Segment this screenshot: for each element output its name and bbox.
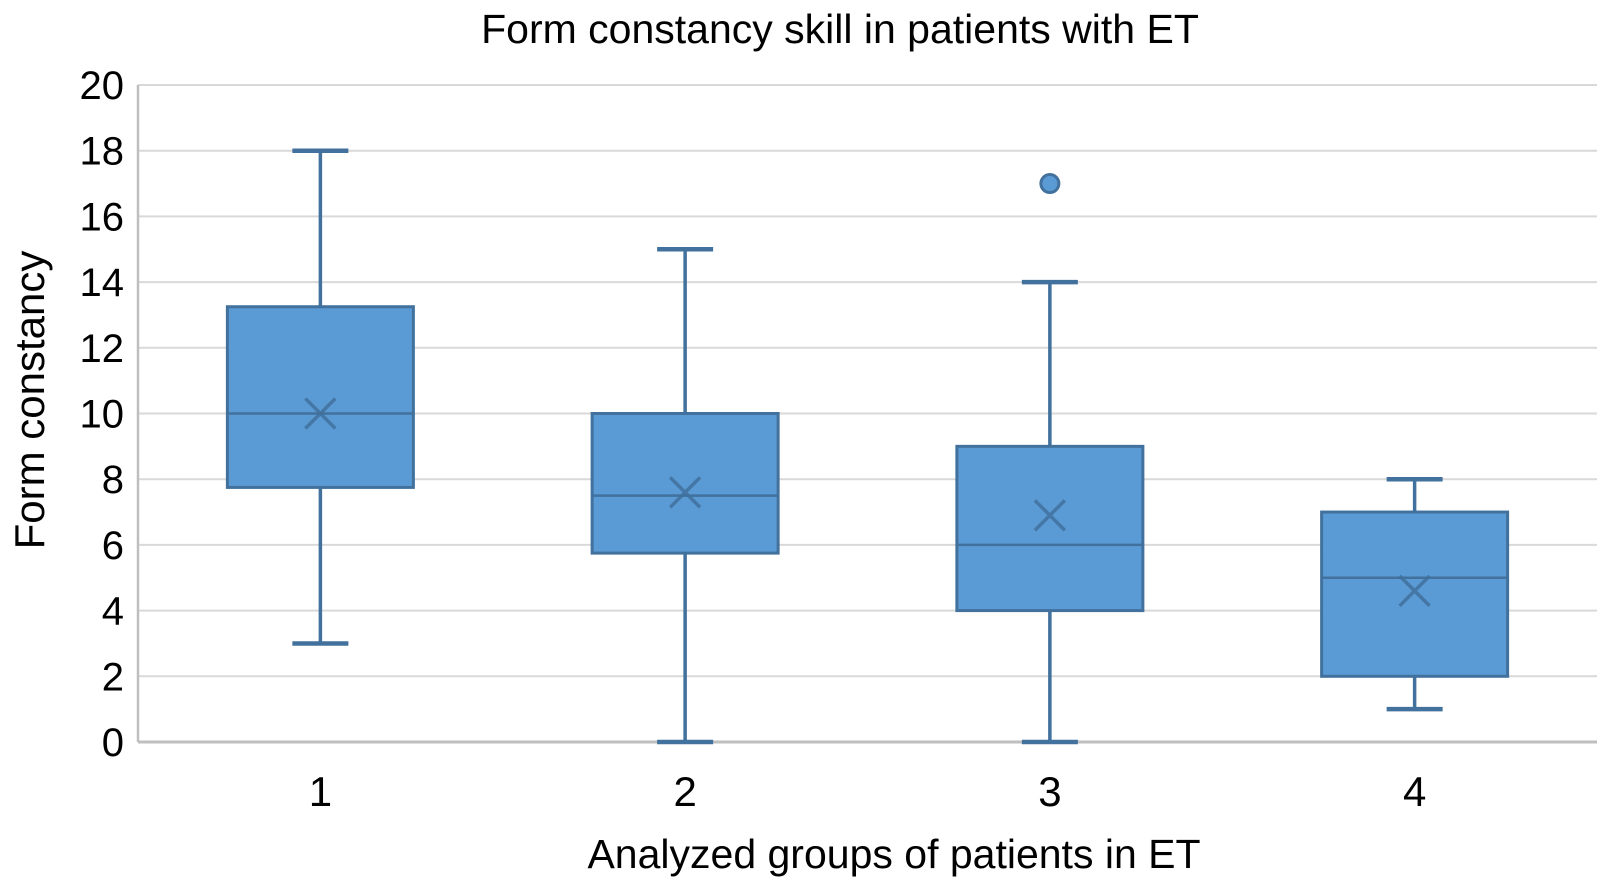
iqr-box bbox=[225, 305, 415, 489]
mean-marker bbox=[668, 476, 702, 509]
y-tick-label: 14 bbox=[80, 261, 125, 305]
axes-layer bbox=[136, 85, 1597, 744]
box-series-layer bbox=[225, 148, 1510, 745]
y-tick-label: 4 bbox=[102, 590, 124, 634]
x-tick-label: 2 bbox=[673, 768, 696, 815]
x-axis-title: Analyzed groups of patients in ET bbox=[587, 831, 1200, 877]
chart-title: Form constancy skill in patients with ET bbox=[481, 6, 1199, 52]
box-group-4 bbox=[1320, 476, 1510, 712]
y-tick-label: 10 bbox=[80, 393, 125, 437]
mean-marker bbox=[304, 397, 337, 430]
y-tick-label: 16 bbox=[80, 195, 125, 239]
box-group-3 bbox=[955, 173, 1145, 745]
iqr-box bbox=[590, 412, 780, 555]
iqr-box bbox=[955, 444, 1145, 613]
box-group-1 bbox=[225, 148, 415, 646]
box-group-2 bbox=[590, 247, 780, 745]
mean-marker bbox=[1033, 499, 1067, 532]
y-axis-title: Form constancy bbox=[6, 251, 53, 550]
iqr-box bbox=[1320, 510, 1510, 678]
mean-marker bbox=[1398, 574, 1431, 608]
y-tick-label: 20 bbox=[80, 64, 125, 108]
y-tick-label: 0 bbox=[102, 721, 124, 765]
x-tick-label: 4 bbox=[1403, 768, 1426, 815]
y-tick-label: 8 bbox=[102, 458, 124, 502]
outlier-point bbox=[1039, 173, 1061, 195]
y-tick-label: 6 bbox=[102, 524, 124, 568]
x-tick-label: 3 bbox=[1038, 768, 1061, 815]
y-tick-label: 2 bbox=[102, 655, 124, 699]
y-tick-label: 12 bbox=[80, 327, 125, 371]
y-tick-label: 18 bbox=[80, 130, 125, 174]
x-tick-label: 1 bbox=[309, 768, 332, 815]
